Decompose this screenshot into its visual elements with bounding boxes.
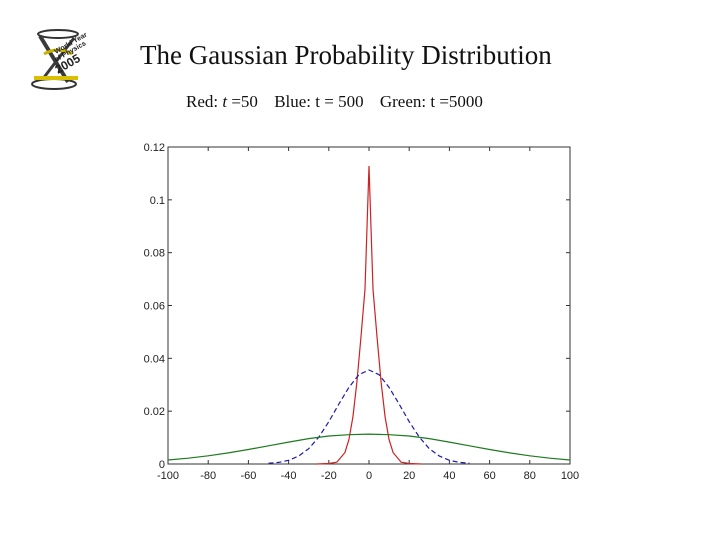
y-tick-label: 0.02 — [144, 406, 165, 418]
x-tick-label: -100 — [157, 470, 179, 482]
subtitle-green: Green: t =5000 — [379, 92, 483, 111]
x-tick-label: 60 — [483, 470, 495, 482]
x-tick-label: -80 — [200, 470, 216, 482]
series-line-blue — [268, 369, 470, 464]
x-tick-label: -60 — [240, 470, 256, 482]
subtitle-red: Red: t =50 — [186, 92, 258, 111]
subtitle-blue: Blue: t = 500 — [274, 92, 364, 111]
x-tick-label: 20 — [403, 470, 415, 482]
y-tick-label: 0.08 — [144, 248, 165, 260]
x-tick-label: -20 — [321, 470, 337, 482]
y-tick-label: 0.04 — [144, 353, 165, 365]
world-year-of-physics-logo-icon: World Year of Physics 2005 — [31, 29, 89, 90]
x-tick-label: -40 — [281, 470, 297, 482]
plot-frame — [167, 146, 571, 465]
slide-title: The Gaussian Probability Distribution — [140, 40, 552, 70]
y-tick-label: 0 — [159, 459, 165, 471]
x-tick-label: 0 — [366, 470, 372, 482]
x-tick-label: 40 — [443, 470, 455, 482]
y-tick-label: 0.12 — [144, 142, 165, 154]
y-tick-label: 0.1 — [150, 195, 165, 207]
series-line-green — [167, 433, 571, 461]
y-tick-label: 0.06 — [144, 301, 165, 313]
slide-subtitle: Red: t =50 Blue: t = 500 Green: t =5000 — [186, 92, 495, 112]
x-tick-label: 100 — [561, 470, 579, 482]
x-tick-label: 80 — [524, 470, 536, 482]
series-line-red — [316, 165, 422, 465]
